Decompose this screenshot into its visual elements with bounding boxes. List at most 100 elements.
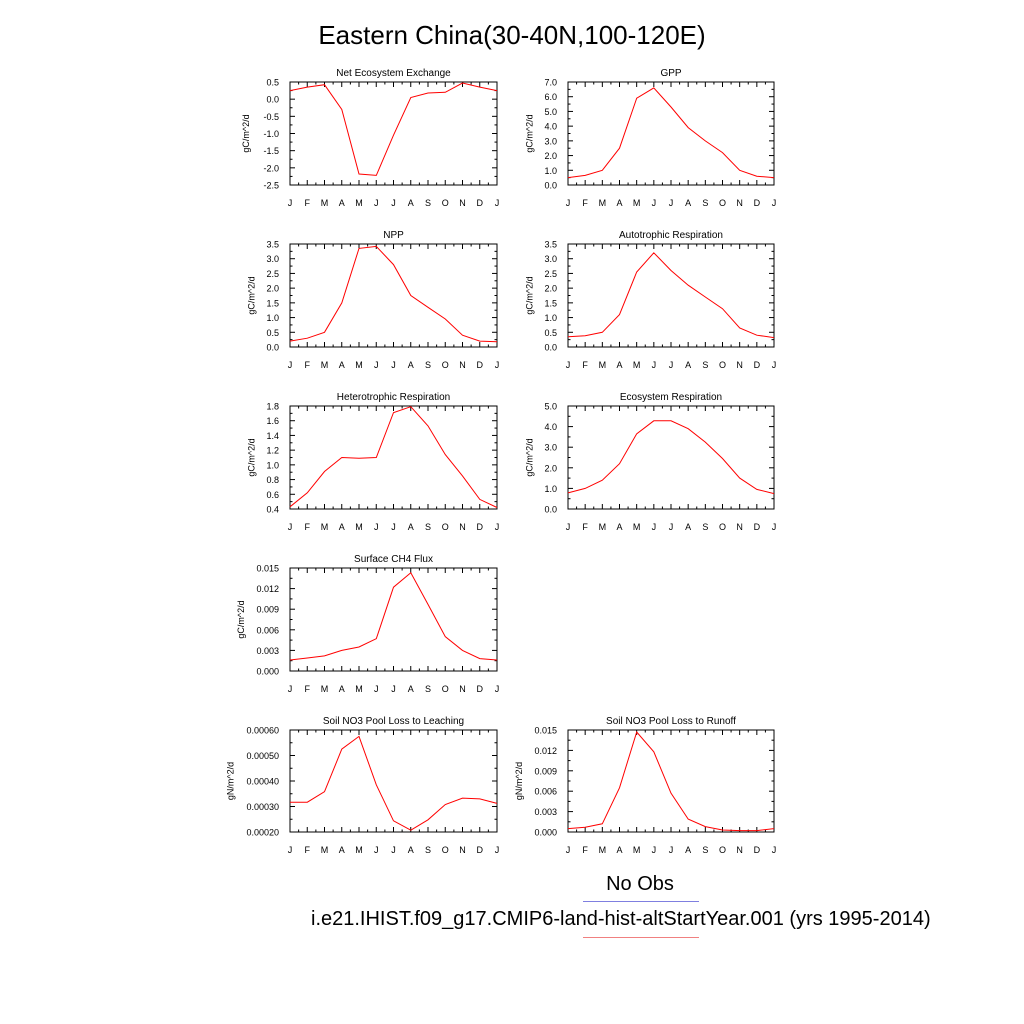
x-tick-label: S [425, 360, 431, 370]
x-tick-label: J [374, 845, 379, 855]
x-tick-label: J [669, 522, 674, 532]
y-tick-label: 3.5 [266, 240, 279, 250]
x-tick-label: S [425, 198, 431, 208]
y-tick-label: 0.4 [266, 505, 279, 515]
series-line [567, 730, 775, 832]
plot-frame [289, 405, 498, 510]
x-tick-label: D [477, 845, 484, 855]
x-tick-label: F [582, 845, 588, 855]
y-tick-label: 4.0 [544, 422, 557, 432]
x-tick-label: J [288, 198, 293, 208]
x-tick-label: M [633, 845, 641, 855]
y-tick-label: 1.0 [544, 166, 557, 176]
y-axis-label: gC/m^2/d [236, 600, 246, 638]
legend-obs-label: No Obs [606, 873, 674, 895]
x-tick-label: J [669, 845, 674, 855]
x-tick-label: A [339, 360, 345, 370]
x-tick-label: J [495, 845, 500, 855]
x-tick-label: D [754, 198, 761, 208]
y-tick-label: 0.003 [534, 807, 557, 817]
x-tick-label: N [736, 845, 743, 855]
y-tick-label: 0.0 [544, 343, 557, 353]
y-tick-label: 0.015 [534, 726, 557, 736]
y-tick-label: -1.5 [263, 146, 279, 156]
y-tick-label: 2.5 [266, 269, 279, 279]
y-tick-label: 1.4 [266, 431, 279, 441]
y-tick-label: 2.0 [544, 463, 557, 473]
y-tick-label: 0.003 [256, 646, 279, 656]
x-tick-label: J [374, 522, 379, 532]
y-tick-label: 1.6 [266, 416, 279, 426]
x-tick-label: N [736, 198, 743, 208]
y-tick-label: 0.00050 [246, 751, 279, 761]
x-tick-label: F [305, 522, 311, 532]
x-tick-label: J [566, 198, 571, 208]
x-tick-label: A [685, 198, 691, 208]
x-tick-label: A [408, 845, 414, 855]
y-tick-label: 0.006 [256, 625, 279, 635]
x-tick-label: J [566, 522, 571, 532]
y-tick-label: 2.5 [544, 269, 557, 279]
x-tick-label: A [339, 522, 345, 532]
y-tick-label: -2.5 [263, 181, 279, 191]
y-tick-label: 5.0 [544, 107, 557, 117]
y-tick-label: 0.012 [534, 746, 557, 756]
x-tick-label: M [633, 360, 641, 370]
panel-title: Surface CH4 Flux [354, 554, 433, 565]
y-tick-label: 0.009 [534, 766, 557, 776]
y-tick-label: 0.0 [544, 181, 557, 191]
x-tick-label: J [288, 522, 293, 532]
x-tick-label: N [459, 360, 466, 370]
y-tick-label: 0.00030 [246, 802, 279, 812]
x-tick-label: F [582, 198, 588, 208]
plot-frame [289, 729, 498, 833]
y-tick-label: 3.0 [544, 136, 557, 146]
x-tick-label: A [685, 360, 691, 370]
y-axis-label: gC/m^2/d [241, 114, 251, 152]
x-tick-label: M [355, 198, 363, 208]
plot-frame [567, 729, 775, 833]
x-tick-label: O [442, 522, 449, 532]
x-tick-label: O [719, 845, 726, 855]
x-tick-label: A [616, 360, 622, 370]
x-tick-label: J [652, 360, 657, 370]
y-tick-label: 0.000 [534, 828, 557, 838]
x-tick-label: F [582, 360, 588, 370]
x-tick-label: J [652, 198, 657, 208]
y-tick-label: -1.0 [263, 129, 279, 139]
x-tick-label: N [459, 522, 466, 532]
x-tick-label: O [719, 522, 726, 532]
x-tick-label: M [355, 684, 363, 694]
x-tick-label: A [685, 522, 691, 532]
x-tick-label: M [355, 845, 363, 855]
series-line [567, 87, 775, 179]
x-tick-label: S [702, 845, 708, 855]
series-line [289, 82, 498, 176]
x-tick-label: D [754, 360, 761, 370]
y-tick-label: 1.0 [266, 460, 279, 470]
x-tick-label: D [754, 522, 761, 532]
panel-title: Soil NO3 Pool Loss to Runoff [606, 716, 736, 727]
x-tick-label: N [459, 845, 466, 855]
x-tick-label: N [459, 684, 466, 694]
y-tick-label: 0.00040 [246, 777, 279, 787]
x-tick-label: J [495, 522, 500, 532]
x-tick-label: J [288, 684, 293, 694]
y-tick-label: 3.5 [544, 240, 557, 250]
x-tick-label: J [772, 522, 777, 532]
x-tick-label: M [633, 198, 641, 208]
series-line [567, 252, 775, 339]
y-tick-label: 0.8 [266, 475, 279, 485]
plot-frame [289, 81, 498, 186]
series-line [567, 420, 775, 495]
x-tick-label: S [425, 684, 431, 694]
series-line [289, 406, 498, 508]
x-tick-label: A [616, 522, 622, 532]
x-tick-label: A [408, 360, 414, 370]
y-axis-label: gN/m^2/d [514, 762, 524, 800]
